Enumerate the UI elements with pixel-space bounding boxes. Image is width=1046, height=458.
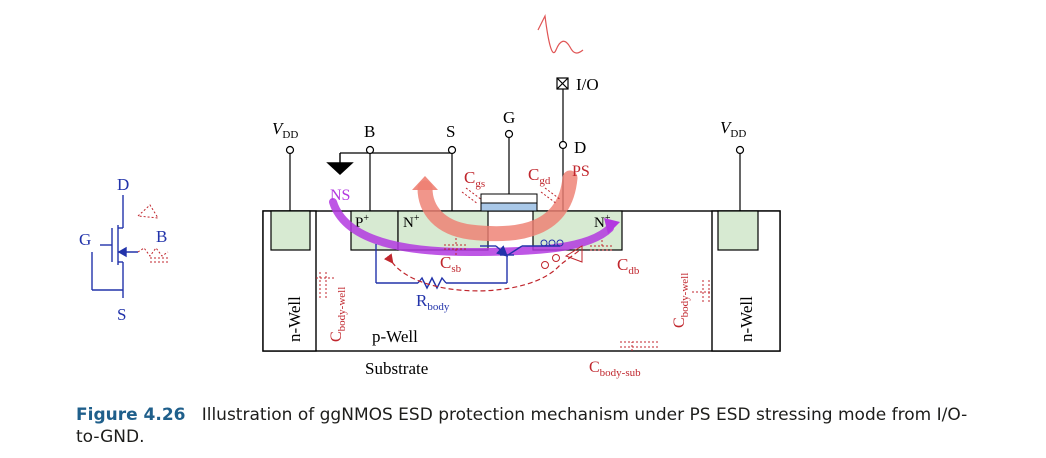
- substrate-label: Substrate: [365, 359, 428, 378]
- io-pad-icon: [556, 77, 569, 90]
- ggnmos-cross-section-diagram: VDD B S G D I/O VDD P+ N+ N+ p-Well Subs…: [79, 13, 781, 379]
- schematic-body-label: B: [156, 227, 167, 246]
- n-well-left-contact: [270, 210, 311, 251]
- cgd-label: Cgd: [528, 165, 551, 187]
- ps-current-path: [417, 170, 578, 242]
- schematic-source-label: S: [117, 305, 126, 324]
- ns-arrow-head: [604, 218, 620, 234]
- electron-symbols: [540, 239, 564, 247]
- p-plus-label: P+: [355, 213, 369, 231]
- source-terminal-label: S: [446, 122, 455, 141]
- io-terminal-label: I/O: [576, 75, 599, 94]
- ps-arrow-head: [412, 176, 438, 190]
- ns-label: NS: [330, 187, 350, 204]
- gate-terminal-label: G: [503, 108, 515, 127]
- figure-text: Illustration of ggNMOS ESD protection me…: [76, 405, 968, 447]
- figure-caption: Figure 4.26 Illustration of ggNMOS ESD p…: [76, 404, 976, 448]
- cbody-sub-label: Cbody-sub: [589, 359, 641, 379]
- n-well-left-label: n-Well: [285, 296, 304, 342]
- gate-poly: [480, 193, 538, 204]
- schematic-drain-label: D: [117, 175, 129, 194]
- gate-oxide: [480, 202, 538, 212]
- terminal-nodes: [285, 129, 745, 155]
- p-well-label: p-Well: [372, 327, 418, 346]
- drain-terminal-label: D: [574, 138, 586, 157]
- n-well-right-label: n-Well: [737, 296, 756, 342]
- cbody-well-right-label: Cbody-well: [671, 273, 691, 328]
- parasitic-capacitors: [316, 187, 712, 351]
- rbody-label: Rbody: [416, 291, 450, 313]
- n-plus-source-label: N+: [403, 213, 420, 231]
- terminal-wires: [289, 86, 741, 211]
- n-plus-drain-label: N+: [594, 213, 611, 231]
- schematic-gate-label: G: [79, 230, 91, 249]
- ground-icon: [326, 153, 354, 175]
- vdd-right-label: VDD: [720, 118, 746, 140]
- avalanche-diode-icon: [564, 245, 583, 263]
- cdb-label: Cdb: [617, 255, 640, 277]
- vdd-left-label: VDD: [272, 119, 298, 141]
- ns-current-path: [329, 198, 614, 257]
- schematic-red-traces: [136, 204, 170, 263]
- esd-pulse-waveform: [537, 13, 584, 54]
- cbody-well-left-label: Cbody-well: [328, 287, 348, 342]
- nmos-schematic-symbol: [91, 195, 138, 298]
- cgs-label: Cgs: [464, 168, 485, 190]
- hole-symbols: [541, 254, 560, 269]
- body-terminal-label: B: [364, 122, 375, 141]
- figure-label: Figure 4.26: [76, 405, 186, 425]
- trigger-current-path: [383, 249, 581, 292]
- ps-label: PS: [572, 163, 590, 180]
- n-well-right-contact: [717, 210, 759, 251]
- csb-label: Csb: [440, 253, 462, 275]
- parasitic-bjt-and-rbody: [375, 244, 560, 290]
